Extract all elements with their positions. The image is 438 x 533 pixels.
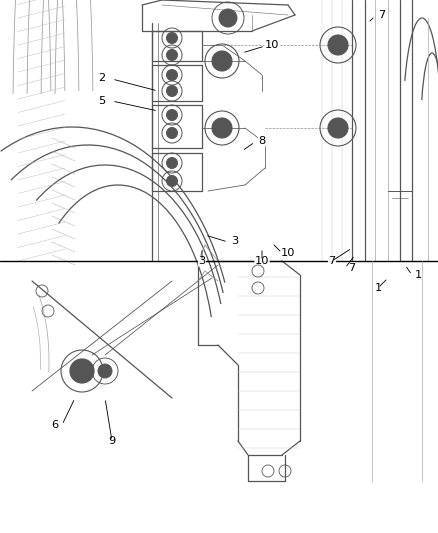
Circle shape [98, 364, 112, 378]
Circle shape [328, 118, 348, 138]
Circle shape [166, 127, 177, 139]
Circle shape [166, 109, 177, 120]
Circle shape [219, 9, 237, 27]
Circle shape [166, 175, 177, 187]
Text: 1: 1 [414, 270, 422, 280]
Text: 7: 7 [378, 10, 385, 20]
Circle shape [166, 50, 177, 61]
Text: 6: 6 [51, 420, 59, 430]
Text: 2: 2 [99, 73, 106, 83]
Circle shape [212, 118, 232, 138]
Circle shape [166, 85, 177, 96]
Text: 3: 3 [231, 236, 239, 246]
Text: 7: 7 [328, 256, 336, 266]
Text: 8: 8 [258, 136, 265, 146]
Text: 1: 1 [374, 283, 381, 293]
Text: 7: 7 [348, 263, 356, 273]
Text: 9: 9 [108, 436, 116, 446]
Circle shape [212, 51, 232, 71]
Circle shape [166, 33, 177, 44]
Text: 5: 5 [99, 96, 106, 106]
Text: 10: 10 [255, 256, 269, 266]
Circle shape [328, 35, 348, 55]
Circle shape [70, 359, 94, 383]
Circle shape [166, 157, 177, 168]
Circle shape [166, 69, 177, 80]
Text: 3: 3 [198, 256, 205, 266]
Text: 10: 10 [281, 248, 295, 258]
Text: 10: 10 [265, 40, 279, 50]
